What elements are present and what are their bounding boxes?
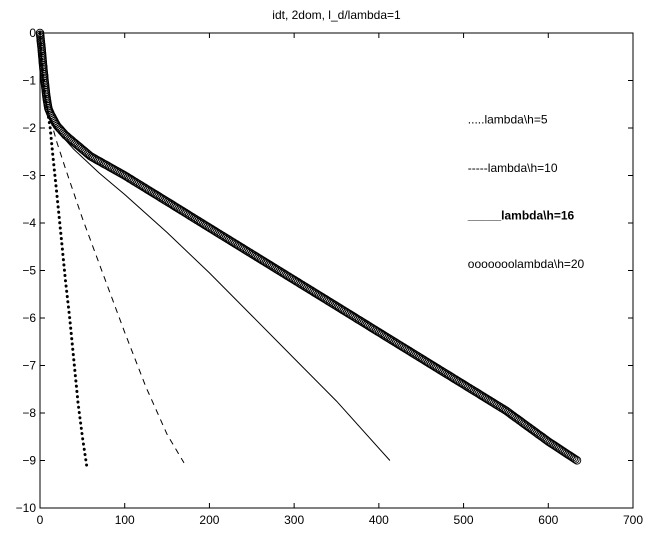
data-point	[500, 405, 509, 415]
x-tick-label: 500	[454, 513, 474, 527]
legend-label-2: -----lambda\h=10	[468, 161, 558, 175]
data-point	[528, 425, 537, 435]
data-point	[83, 149, 92, 158]
data-point	[523, 422, 533, 431]
y-tick-label: −9	[22, 454, 36, 468]
x-tick-label: 300	[284, 513, 304, 527]
data-point	[568, 453, 577, 462]
y-tick-label: −6	[22, 311, 36, 325]
data-point	[84, 150, 94, 160]
legend-label-4: ooooooolambda\h=20	[468, 257, 585, 271]
y-tick-label: −5	[22, 264, 36, 278]
data-point	[532, 428, 542, 438]
series-group	[35, 28, 582, 467]
y-tick-label: −2	[22, 121, 36, 135]
data-point	[507, 410, 517, 420]
y-tick-label: 0	[29, 26, 36, 40]
data-point	[519, 419, 528, 428]
data-point	[560, 448, 570, 457]
data-point	[512, 414, 521, 423]
data-point	[553, 443, 562, 452]
data-point	[550, 441, 559, 450]
y-tick-label: −8	[22, 406, 36, 420]
data-point	[554, 444, 564, 453]
data-point	[504, 408, 514, 418]
data-point	[510, 412, 520, 422]
legend-annotations: .....lambda\h=5 -----lambda\h=10 _____lamb…	[467, 112, 585, 271]
plot-area	[39, 32, 634, 509]
data-point	[520, 420, 530, 429]
x-tick-label: 0	[37, 513, 44, 527]
data-point	[506, 409, 515, 419]
data-point	[572, 456, 582, 465]
data-point	[557, 446, 567, 455]
y-tick-label: −4	[22, 216, 36, 230]
data-point	[513, 415, 523, 424]
data-point	[539, 434, 549, 443]
series-4-markers	[35, 28, 582, 465]
data-point	[542, 436, 552, 445]
data-point	[544, 437, 553, 446]
data-point	[531, 427, 540, 437]
chart-title: idt, 2dom, l_d/lambda=1	[272, 8, 401, 22]
data-point	[526, 424, 536, 434]
legend-label-3: _____lambda\h=16	[467, 209, 575, 223]
data-point	[548, 440, 558, 449]
legend-label-1: .....lambda\h=5	[468, 112, 548, 126]
data-point	[538, 433, 547, 442]
data-point	[535, 430, 544, 440]
data-point	[566, 452, 576, 461]
data-point	[571, 455, 580, 464]
x-tick-label: 400	[369, 513, 389, 527]
data-point	[516, 417, 526, 426]
data-point	[551, 442, 561, 451]
data-point	[565, 451, 574, 460]
y-tick-label: −10	[16, 501, 37, 515]
y-tick-label: −3	[22, 169, 36, 183]
x-axis: 0 100 200 300 400 500 600 700	[37, 33, 643, 527]
data-point	[522, 421, 531, 430]
y-tick-label: −1	[22, 74, 36, 88]
data-point	[525, 423, 534, 433]
data-point	[509, 411, 518, 421]
data-point	[503, 407, 512, 417]
data-point	[556, 445, 565, 454]
data-point	[559, 447, 568, 456]
x-tick-label: 100	[115, 513, 135, 527]
series-1-line	[38, 31, 89, 467]
x-tick-label: 600	[538, 513, 558, 527]
data-point	[501, 406, 511, 416]
x-tick-label: 700	[623, 513, 643, 527]
data-point	[517, 418, 527, 427]
data-point	[515, 416, 524, 425]
y-tick-label: −7	[22, 359, 36, 373]
data-point	[541, 435, 550, 444]
data-point	[529, 426, 539, 436]
data-point	[536, 432, 546, 441]
data-point	[533, 429, 543, 439]
x-tick-label: 200	[199, 513, 219, 527]
y-axis: 0 −1 −2 −3 −4 −5 −6 −7 −8 −9 −10	[16, 26, 633, 515]
